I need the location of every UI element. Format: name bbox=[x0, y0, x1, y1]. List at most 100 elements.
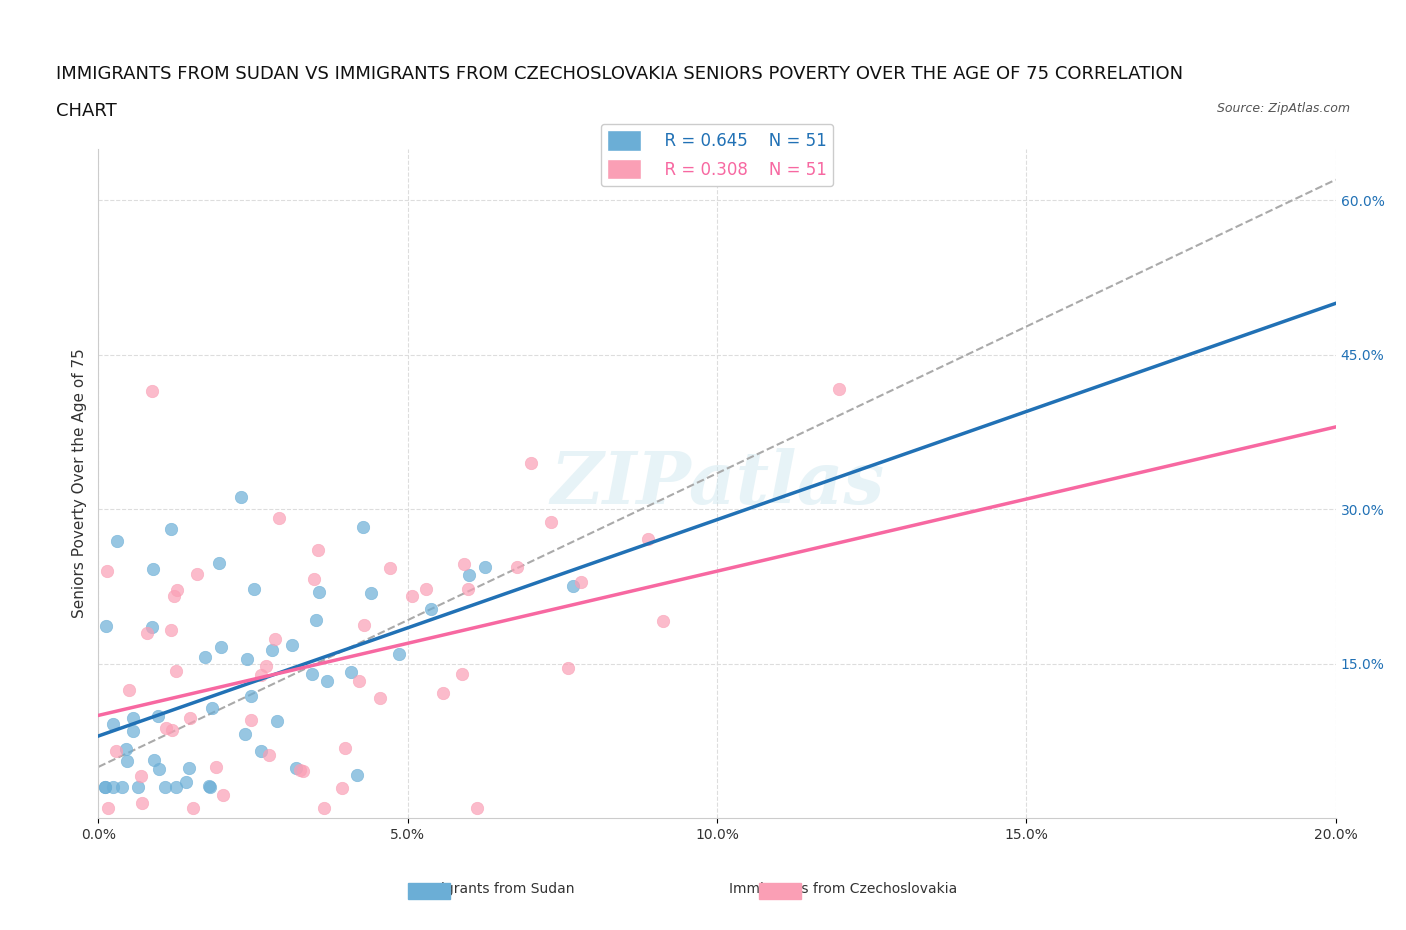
Point bbox=[249, 668, 271, 683]
Point bbox=[131, 796, 153, 811]
Point bbox=[264, 631, 287, 646]
Point bbox=[148, 762, 170, 777]
Point bbox=[254, 658, 277, 673]
Point bbox=[115, 741, 138, 756]
Point bbox=[307, 542, 329, 557]
Point bbox=[96, 564, 118, 578]
Text: Source: ZipAtlas.com: Source: ZipAtlas.com bbox=[1216, 102, 1350, 115]
Point bbox=[208, 556, 231, 571]
Point bbox=[160, 623, 183, 638]
Point bbox=[242, 582, 264, 597]
Point bbox=[465, 801, 488, 816]
Point bbox=[474, 560, 496, 575]
Point bbox=[129, 768, 152, 783]
Point bbox=[506, 559, 529, 574]
Text: IMMIGRANTS FROM SUDAN VS IMMIGRANTS FROM CZECHOSLOVAKIA SENIORS POVERTY OVER THE: IMMIGRANTS FROM SUDAN VS IMMIGRANTS FROM… bbox=[56, 65, 1184, 83]
Point bbox=[388, 646, 411, 661]
Point bbox=[94, 618, 117, 633]
Point bbox=[257, 748, 280, 763]
Point bbox=[266, 713, 288, 728]
Point bbox=[451, 667, 474, 682]
Point bbox=[166, 582, 188, 597]
Point bbox=[281, 637, 304, 652]
Point bbox=[183, 801, 205, 816]
Point bbox=[115, 754, 138, 769]
Point bbox=[177, 761, 200, 776]
Point bbox=[165, 780, 187, 795]
Legend:   R = 0.645    N = 51,   R = 0.308    N = 51: R = 0.645 N = 51, R = 0.308 N = 51 bbox=[600, 124, 834, 186]
Point bbox=[111, 780, 134, 795]
Y-axis label: Seniors Poverty Over the Age of 75: Seniors Poverty Over the Age of 75 bbox=[72, 349, 87, 618]
Point bbox=[155, 720, 177, 735]
Point bbox=[233, 726, 256, 741]
Point bbox=[457, 582, 479, 597]
Point bbox=[569, 575, 592, 590]
Point bbox=[304, 572, 326, 587]
Point bbox=[352, 519, 374, 534]
Point bbox=[360, 585, 382, 600]
Point bbox=[827, 381, 849, 396]
Point bbox=[305, 612, 328, 627]
Point bbox=[651, 614, 673, 629]
Point bbox=[561, 578, 583, 593]
Text: ZIPatlas: ZIPatlas bbox=[550, 448, 884, 519]
Point bbox=[163, 589, 186, 604]
Point bbox=[420, 602, 443, 617]
Point bbox=[93, 780, 115, 795]
Point bbox=[288, 763, 311, 777]
Point bbox=[209, 640, 232, 655]
Point bbox=[353, 618, 375, 632]
Point bbox=[557, 660, 579, 675]
Point bbox=[141, 384, 163, 399]
Point bbox=[239, 689, 262, 704]
Text: Immigrants from Sudan: Immigrants from Sudan bbox=[411, 882, 574, 896]
Point bbox=[340, 665, 363, 680]
Point bbox=[308, 585, 330, 600]
Point bbox=[176, 774, 198, 789]
Point bbox=[104, 743, 127, 758]
Point bbox=[101, 780, 124, 795]
Point bbox=[194, 649, 217, 664]
Point bbox=[330, 780, 353, 795]
Point bbox=[141, 619, 163, 634]
Point bbox=[520, 456, 543, 471]
Point bbox=[97, 801, 120, 816]
Point bbox=[347, 673, 370, 688]
Point bbox=[269, 511, 291, 525]
Point bbox=[637, 532, 659, 547]
Point bbox=[415, 581, 437, 596]
Point bbox=[211, 788, 233, 803]
Point bbox=[142, 562, 165, 577]
Point bbox=[260, 643, 283, 658]
Point bbox=[291, 764, 314, 778]
Text: Immigrants from Czechoslovakia: Immigrants from Czechoslovakia bbox=[730, 882, 957, 896]
Point bbox=[186, 566, 208, 581]
Point bbox=[118, 683, 141, 698]
Point bbox=[453, 556, 475, 571]
Point bbox=[159, 522, 181, 537]
Point bbox=[312, 801, 335, 816]
Point bbox=[165, 664, 187, 679]
Point bbox=[432, 685, 454, 700]
Point bbox=[101, 717, 124, 732]
Point bbox=[229, 490, 252, 505]
Point bbox=[378, 561, 401, 576]
Point bbox=[315, 674, 337, 689]
Point bbox=[240, 712, 263, 727]
Point bbox=[121, 724, 143, 738]
Point bbox=[136, 626, 159, 641]
Point bbox=[121, 711, 143, 725]
Point bbox=[93, 780, 115, 795]
Point bbox=[205, 759, 228, 774]
Point bbox=[335, 740, 357, 755]
Text: CHART: CHART bbox=[56, 102, 117, 120]
Point bbox=[368, 690, 391, 705]
Point bbox=[250, 743, 273, 758]
Point bbox=[236, 651, 259, 666]
Point bbox=[162, 723, 184, 737]
Point bbox=[146, 708, 169, 723]
Point bbox=[201, 700, 224, 715]
Point bbox=[285, 761, 308, 776]
Point bbox=[198, 778, 221, 793]
Point bbox=[401, 589, 423, 604]
